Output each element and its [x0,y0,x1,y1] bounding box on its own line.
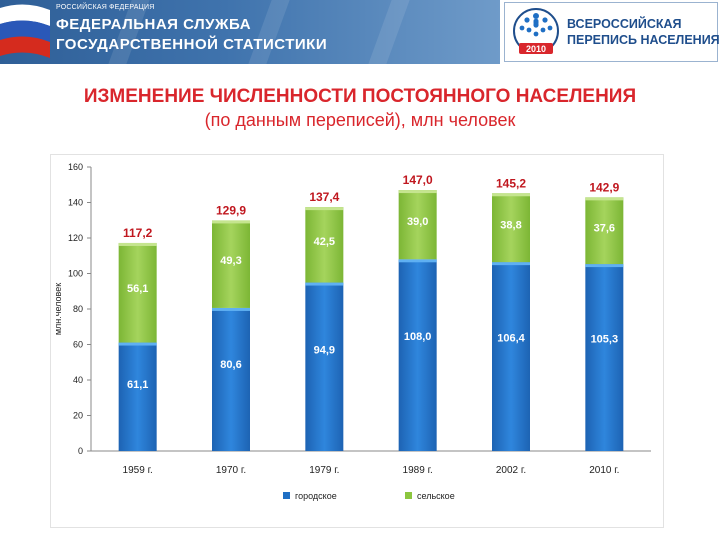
header-small-text: РОССИЙСКАЯ ФЕДЕРАЦИЯ [56,4,155,11]
urban-value-label: 108,0 [404,331,432,343]
y-tick-label: 140 [68,198,83,208]
y-tick-label: 20 [73,411,83,421]
rural-value-label: 39,0 [407,216,428,228]
y-axis-title: млн.человек [53,283,63,335]
russian-flag-icon [0,4,50,58]
census-logo-year: 2010 [526,44,546,54]
census-emblem-icon: 2010 [513,8,559,54]
bar-rural-top-highlight [492,193,530,197]
logo-text-line1: ВСЕРОССИЙСКАЯ [567,17,682,31]
bar-urban [305,282,344,451]
x-tick-label: 1959 г. [123,465,153,476]
rural-value-label: 37,6 [594,222,615,234]
legend-label-rural: сельское [417,491,455,501]
chart-frame: 0 20 40 60 80 100 120 140 160 млн.человек 61,1 56,1… [50,154,664,528]
bar-urban-top-highlight [305,282,344,286]
bar-rural-top-highlight [118,242,157,246]
x-tick-label: 1989 г. [403,465,433,476]
population-chart: 0 20 40 60 80 100 120 140 160 млн.человек 61,1 56,1… [53,162,651,501]
bar-urban-top-highlight [492,262,530,266]
rural-value-label: 42,5 [314,236,335,248]
census-logo: 2010 ВСЕРОССИЙСКАЯ ПЕРЕПИСЬ НАСЕЛЕНИЯ [504,2,720,62]
x-tick-label: 1979 г. [309,465,339,476]
urban-value-label: 105,3 [591,334,619,346]
rural-value-label: 49,3 [220,255,241,267]
total-value-label: 117,2 [123,226,153,240]
legend-swatch-urban [283,492,290,499]
header: РОССИЙСКАЯ ФЕДЕРАЦИЯ ФЕДЕРАЛЬНАЯ СЛУЖБА … [0,0,720,64]
x-tick-label: 2010 г. [589,465,619,476]
bar-rural [212,220,250,308]
bar-urban [398,259,437,451]
total-value-label: 145,2 [496,176,526,190]
urban-value-label: 80,6 [220,359,241,371]
rosstat-banner: РОССИЙСКАЯ ФЕДЕРАЦИЯ ФЕДЕРАЛЬНАЯ СЛУЖБА … [0,0,500,64]
bar-rural [118,242,157,343]
y-tick-label: 40 [73,375,83,385]
y-tick-label: 100 [68,269,83,279]
bar-rural-top-highlight [212,220,250,224]
y-tick-label: 160 [68,162,83,172]
bar-urban [118,342,157,451]
bar-rural [585,197,624,265]
bar-urban-top-highlight [212,307,250,311]
header-title-line1: ФЕДЕРАЛЬНАЯ СЛУЖБА [56,16,252,33]
y-tick-label: 60 [73,340,83,350]
bar-rural [398,190,437,260]
bar-rural-top-highlight [305,207,344,211]
bar-urban [492,262,530,451]
urban-value-label: 61,1 [127,379,148,391]
rural-value-label: 56,1 [127,283,148,295]
total-value-label: 147,0 [403,173,433,187]
bar-rural-top-highlight [398,190,437,194]
bar-rural [492,193,530,263]
y-tick-label: 0 [78,446,83,456]
bar-urban-top-highlight [398,259,437,263]
y-tick-label: 120 [68,233,83,243]
legend-swatch-rural [405,492,412,499]
total-value-label: 142,9 [589,180,619,194]
legend-label-urban: городское [295,491,337,501]
header-title-line2: ГОСУДАРСТВЕННОЙ СТАТИСТИКИ [56,36,328,53]
rural-value-label: 38,8 [500,219,521,231]
bar-rural-top-highlight [585,197,624,201]
y-tick-label: 80 [73,304,83,314]
slide-subtitle: (по данным переписей), млн человек [204,110,516,130]
bar-urban [212,307,250,451]
bar-urban [585,264,624,451]
x-tick-label: 2002 г. [496,465,526,476]
slide-title: ИЗМЕНЕНИЕ ЧИСЛЕННОСТИ ПОСТОЯННОГО НАСЕЛЕ… [83,86,637,107]
x-tick-label: 1970 г. [216,465,246,476]
urban-value-label: 94,9 [314,344,335,356]
logo-text-line2: ПЕРЕПИСЬ НАСЕЛЕНИЯ [567,33,720,47]
total-value-label: 137,4 [309,190,339,204]
total-value-label: 129,9 [216,203,246,217]
bar-urban-top-highlight [585,264,624,268]
bar-urban-top-highlight [118,342,157,346]
bar-rural [305,207,344,283]
urban-value-label: 106,4 [497,332,525,344]
